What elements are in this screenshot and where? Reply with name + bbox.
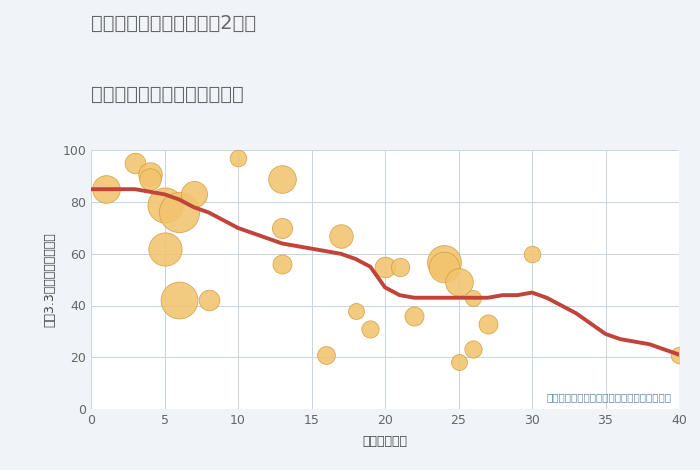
Point	[159, 201, 170, 209]
Point	[174, 209, 185, 216]
Point	[321, 351, 332, 358]
Point	[130, 159, 141, 167]
Y-axis label: 平（3.3㎡）単価（万円）: 平（3.3㎡）単価（万円）	[43, 232, 57, 327]
Point	[379, 263, 391, 271]
Point	[438, 263, 449, 271]
Point	[159, 245, 170, 252]
Point	[365, 325, 376, 333]
Point	[100, 185, 111, 193]
Point	[438, 258, 449, 265]
Text: 三重県名張市桔梗が丘南2番町: 三重県名張市桔梗が丘南2番町	[91, 14, 256, 33]
Point	[482, 320, 493, 327]
Point	[276, 175, 288, 182]
Point	[232, 154, 244, 162]
Point	[335, 232, 346, 240]
Point	[526, 250, 538, 258]
Text: 築年数別中古マンション価格: 築年数別中古マンション価格	[91, 85, 244, 103]
Point	[203, 297, 214, 304]
Point	[188, 191, 199, 198]
Point	[144, 170, 155, 178]
Point	[453, 359, 464, 366]
Text: 円の大きさは、取引のあった物件面積を示す: 円の大きさは、取引のあった物件面積を示す	[547, 392, 672, 402]
Point	[468, 294, 479, 302]
Point	[350, 307, 361, 314]
X-axis label: 築年数（年）: 築年数（年）	[363, 435, 407, 448]
Point	[276, 224, 288, 232]
Point	[144, 175, 155, 182]
Point	[276, 260, 288, 268]
Point	[394, 263, 405, 271]
Point	[409, 312, 420, 320]
Point	[468, 346, 479, 353]
Point	[453, 278, 464, 286]
Point	[673, 351, 685, 358]
Point	[174, 297, 185, 304]
